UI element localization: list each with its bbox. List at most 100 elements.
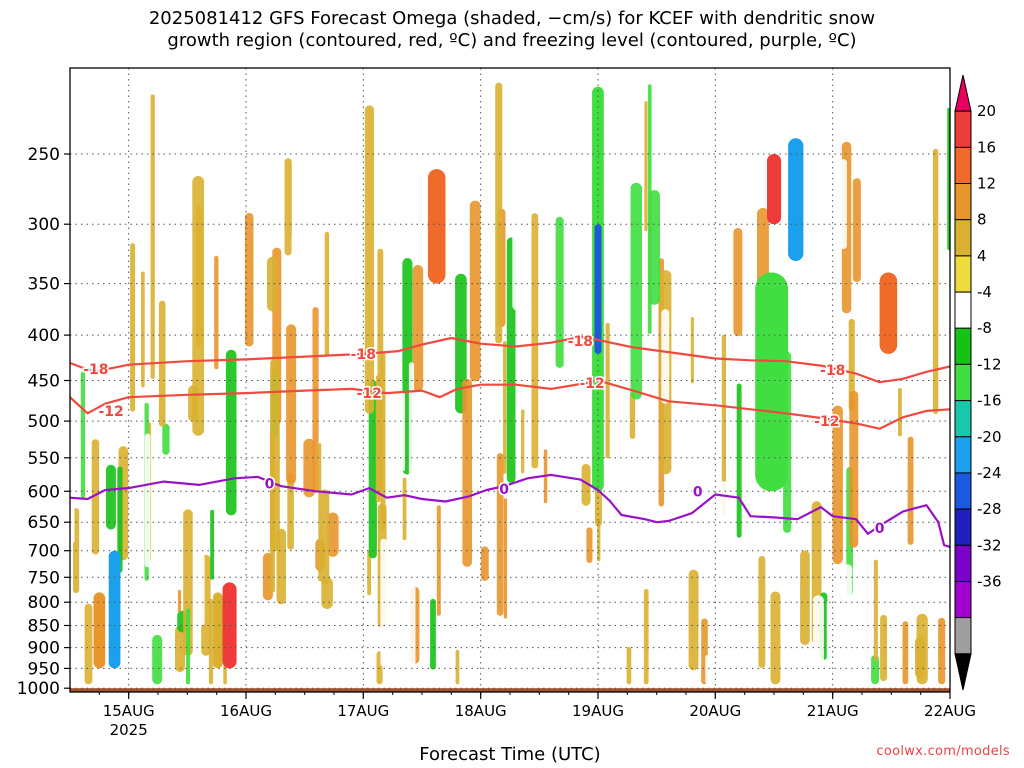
omega-streak [84,603,93,685]
y-tick-label: 350 [28,275,60,295]
colorbar-swatch [954,363,972,402]
omega-shading [70,81,950,685]
omega-streak [320,489,330,585]
omega-streak [469,200,481,382]
omega-streak [367,550,372,596]
omega-cell [108,550,121,669]
omega-streak [375,375,381,503]
omega-streak [758,556,766,668]
omega-cell [879,272,898,354]
omega-streak [526,194,532,455]
omega-streak [106,464,116,530]
x-tick-label: 16AUG [220,702,272,720]
credit-text: coolwx.com/models [876,744,1010,759]
omega-streak [462,378,472,567]
y-tick-label: 750 [28,568,60,588]
omega-streak [268,622,277,685]
colorbar-triangle-top [954,74,972,112]
omega-streak [141,271,145,388]
contour-line [70,335,950,384]
y-tick-label: 600 [28,482,60,502]
omega-streak [503,341,507,474]
x-axis-label: Forecast Time (UTC) [419,744,601,765]
omega-streak [303,438,315,498]
x-tick-label: 20AUG [689,702,741,720]
omega-streak [404,552,416,676]
omega-streak [364,105,375,414]
y-tick-label: 700 [28,542,60,562]
omega-streak [859,475,868,610]
omega-streak [555,216,564,368]
colorbar-label: -24 [977,464,1002,482]
omega-streak [733,228,743,337]
chart-title: 2025081412 GFS Forecast Omega (shaded, −… [148,8,876,51]
omega-streak [907,436,914,545]
omega-streak [80,371,85,499]
colorbar-swatch [954,255,972,293]
omega-streak [626,647,632,685]
colorbar-label: 4 [977,247,987,265]
colorbar-swatch [954,110,972,148]
omega-streak [324,231,330,357]
omega-cell [213,592,223,669]
omega-streak [902,621,909,685]
omega-streak [770,591,781,685]
omega-streak [629,392,636,439]
omega-streak [318,443,322,582]
colorbar-label: -4 [977,283,992,301]
y-tick-label: 900 [28,639,60,659]
contour-line [70,379,950,430]
colorbar-label: -12 [977,355,1002,373]
omega-streak [402,477,407,541]
colorbar-swatch [954,436,972,474]
omega-streak [531,213,539,469]
omega-streak [915,636,926,679]
y-tick-label: 500 [28,412,60,432]
omega-streak [267,256,278,312]
omega-streak [400,392,405,472]
colorbar-triangle-bottom [954,653,972,691]
omega-streak [643,588,649,685]
omega-streak [480,546,489,581]
omega-streak [630,182,642,400]
y-tick-label: 1000 [17,679,60,699]
colorbar-swatch [954,400,972,438]
omega-streak [605,322,610,459]
colorbar-label: -32 [977,536,1002,554]
y-tick-label: 400 [28,326,60,346]
colorbar-label: -8 [977,319,992,337]
omega-streak [192,176,205,436]
colorbar-label: 8 [977,211,987,229]
omega-streak [932,148,939,414]
x-tick-label: 18AUG [455,702,507,720]
contour-label: -12 [98,404,123,420]
contour-label: -18 [820,363,845,379]
omega-streak [134,607,144,685]
omega-cell [755,272,789,492]
colorbar-label: 12 [977,175,996,193]
omega-streak [871,655,879,685]
colorbar-swatch [954,146,972,185]
omega-streak [175,625,186,673]
y-tick-label: 550 [28,449,60,469]
omega-streak [688,569,699,671]
omega-streak [188,385,198,422]
omega-streak [321,577,333,609]
omega-streak [521,409,525,474]
omega-streak [577,648,588,685]
omega-streak [843,564,853,685]
colorbar-swatch [954,472,972,510]
omega-streak [930,189,933,405]
colorbar-swatch [954,508,972,546]
omega-streak [675,569,680,649]
omega-streak [597,518,601,562]
x-tick-label: 19AUG [572,702,624,720]
omega-streak [705,654,711,685]
omega-streak [186,608,191,685]
ground-fill [70,688,950,692]
omega-cell [767,154,782,225]
omega-streak [368,380,377,559]
omega-streak [898,388,902,437]
omega-streak [304,82,313,233]
colorbar-swatch [954,219,972,257]
